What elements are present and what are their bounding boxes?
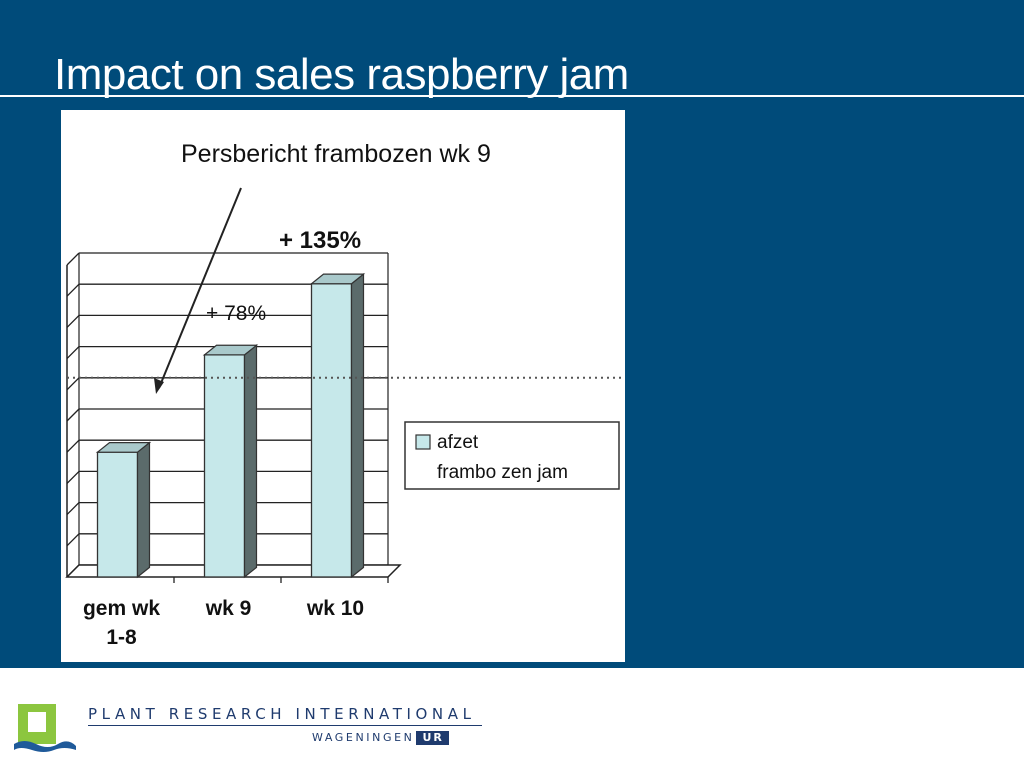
footer: PLANT RESEARCH INTERNATIONAL WAGENINGEN …: [0, 668, 1024, 768]
title-pointer-arrow: [158, 187, 242, 389]
chart-panel: gem wk 1-8 wk 9 wk 10 Persbericht frambozen…: [61, 110, 625, 662]
bar-side: [350, 272, 365, 579]
legend-swatch: [415, 434, 431, 450]
wageningen-logo-icon: [14, 704, 76, 752]
institution-name: WAGENINGEN UR: [312, 731, 449, 745]
slide-background: Impact on sales raspberry jam gem wk 1-8 w…: [0, 0, 1024, 668]
bar-top: [95, 442, 152, 453]
bar-front: [203, 354, 246, 578]
grid-line-side: [66, 252, 80, 266]
legend-frame: [404, 421, 620, 490]
organization-divider: [88, 725, 482, 726]
grid-line-side: [66, 502, 80, 516]
bar-top: [309, 273, 366, 285]
institution-prefix: WAGENINGEN: [312, 731, 415, 744]
bar: [95, 441, 152, 579]
category-labels: gem wk 1-8 wk 9 wk 10: [83, 577, 389, 649]
bar-front: [310, 283, 353, 578]
bar-side: [136, 441, 151, 579]
category-label: gem wk: [83, 597, 160, 620]
bar-top: [202, 344, 259, 356]
grid-line-side: [66, 533, 80, 547]
bar-side: [243, 344, 258, 579]
title-divider: [0, 95, 1024, 97]
organization-name: PLANT RESEARCH INTERNATIONAL: [88, 705, 476, 723]
bar-chart: gem wk 1-8 wk 9 wk 10 Persbericht frambozen…: [65, 140, 623, 649]
chart-title: Persbericht frambozen wk 9: [181, 140, 491, 168]
legend-entry-line: frambo zen jam: [437, 462, 568, 483]
bar: [202, 344, 259, 579]
grid-line-side: [66, 314, 80, 328]
grid-line-side: [66, 439, 80, 453]
annotation-label: + 78%: [206, 302, 266, 325]
bar-front: [96, 451, 139, 578]
category-label: 1-8: [106, 626, 137, 649]
bar: [309, 272, 366, 579]
institution-suffix-badge: UR: [416, 731, 449, 745]
grid-line-side: [66, 346, 80, 360]
chart-bars: [95, 272, 366, 579]
category-label: wk 10: [306, 597, 364, 620]
grid-line-side: [66, 470, 80, 484]
title-pointer-arrowhead: [154, 378, 164, 394]
category-label: wk 9: [205, 597, 252, 620]
legend-entry-line: afzet: [437, 432, 479, 453]
grid-line-side: [66, 408, 80, 422]
grid-line-side: [66, 377, 80, 391]
grid-line-side: [66, 283, 80, 297]
chart-legend: afzet frambo zen jam: [404, 421, 620, 490]
slide-title: Impact on sales raspberry jam: [54, 50, 629, 99]
annotation-label: + 135%: [279, 227, 361, 254]
